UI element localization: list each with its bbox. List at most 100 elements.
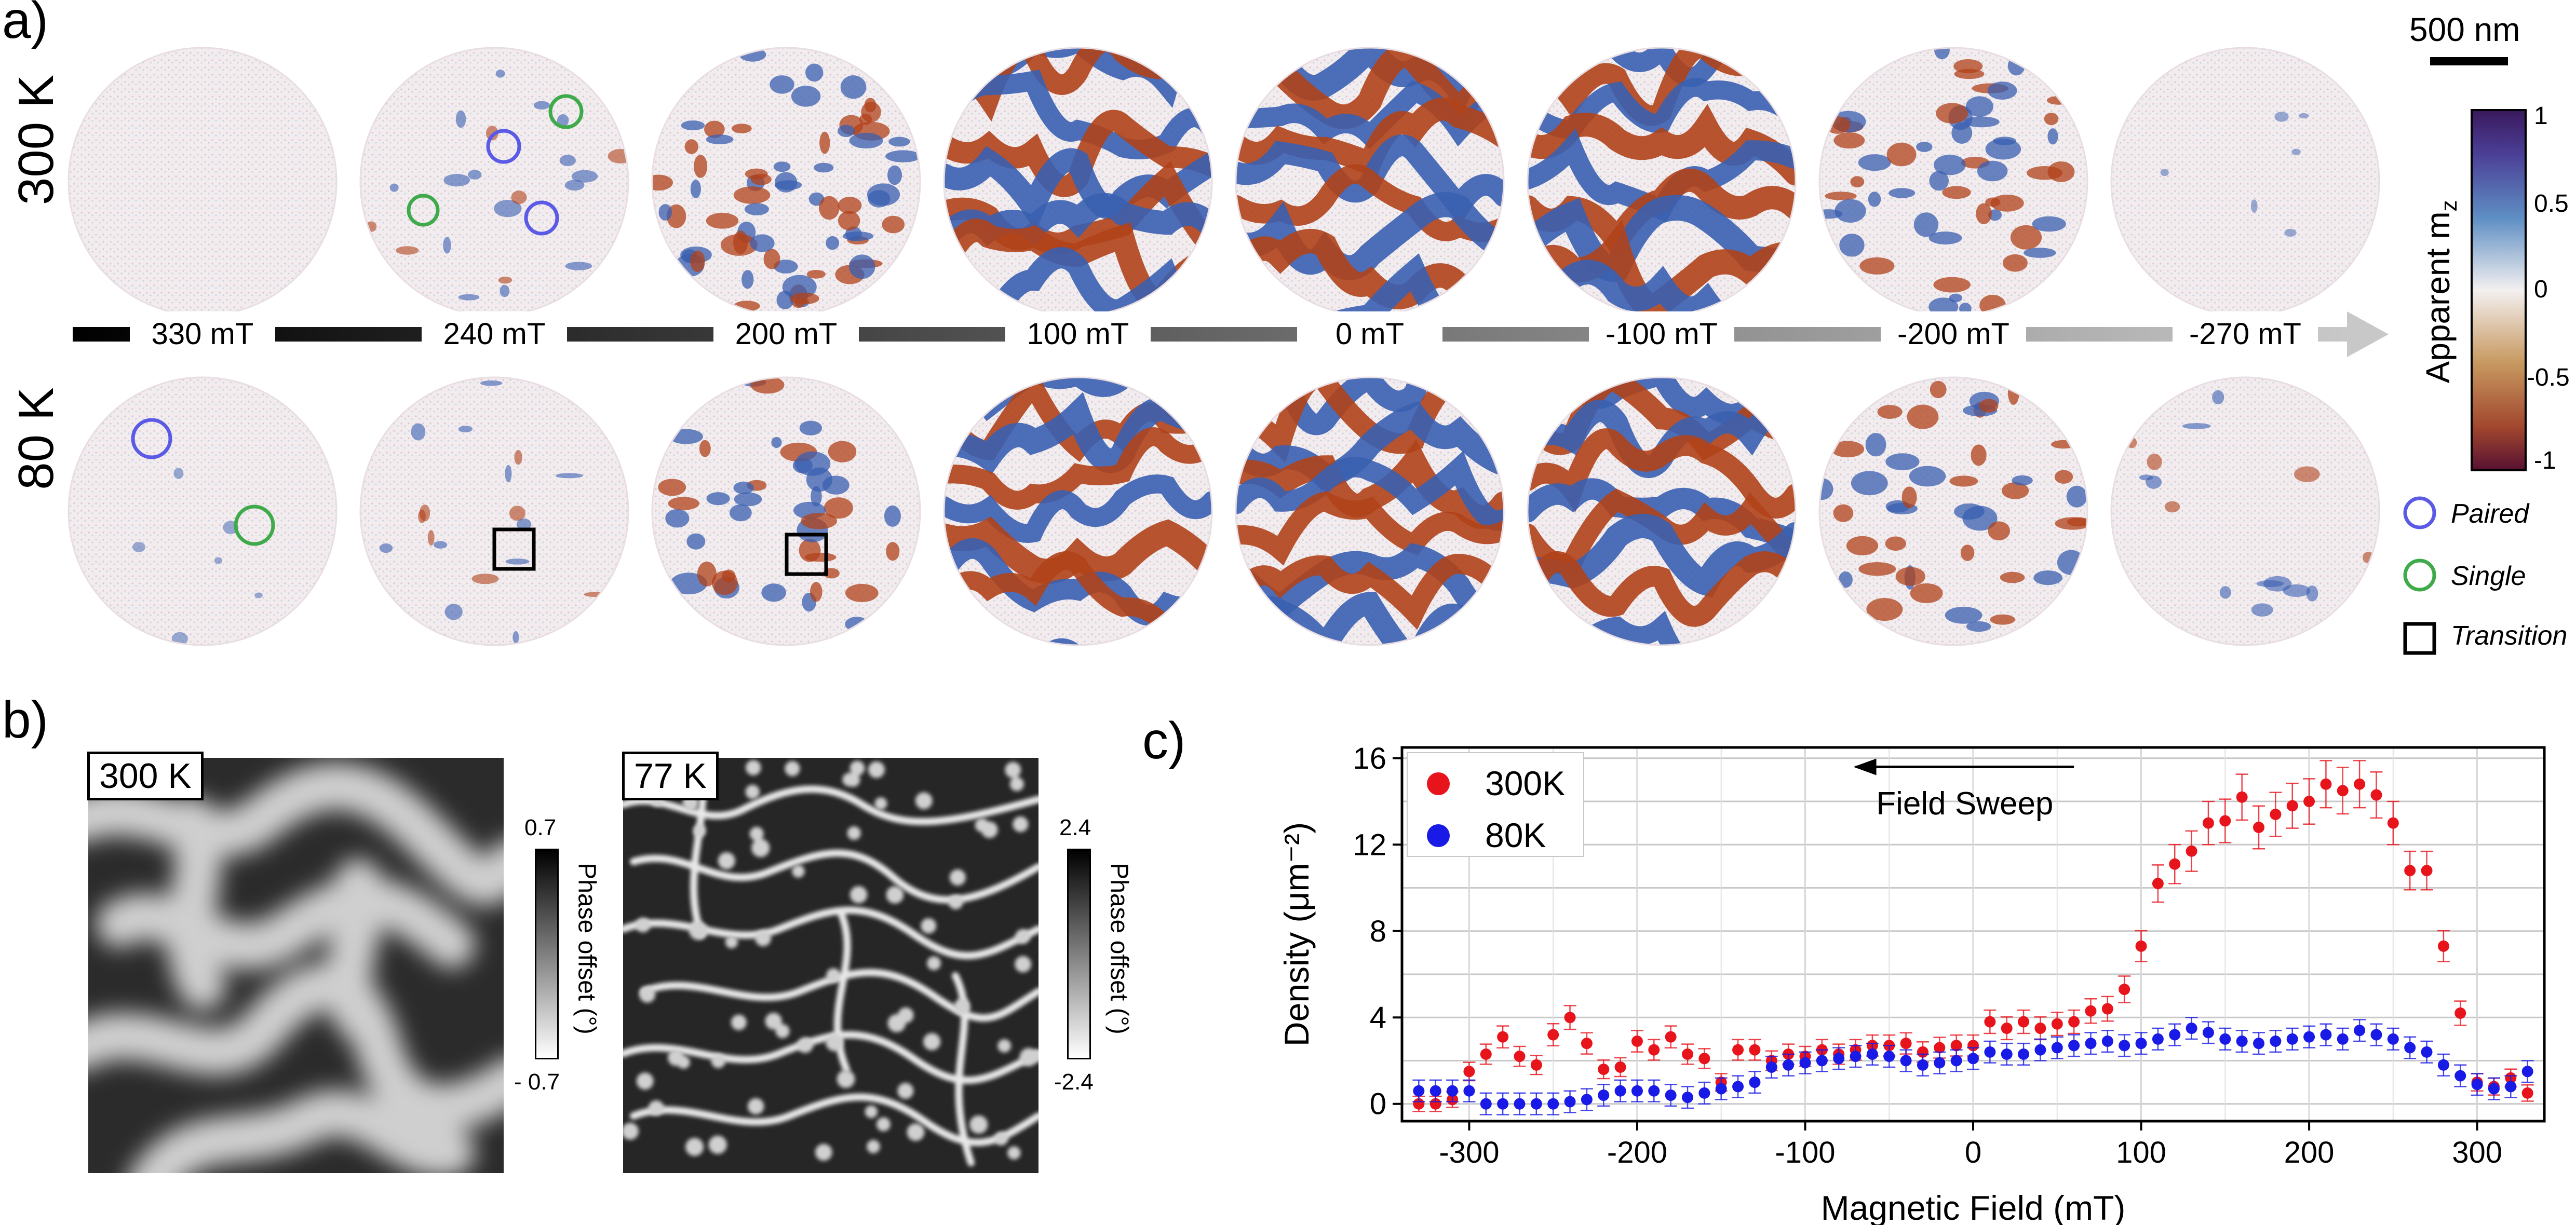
data-point bbox=[1682, 1092, 1693, 1104]
data-point bbox=[2354, 778, 2366, 790]
colorbar-tick-0: 0 bbox=[2534, 276, 2548, 303]
skyrmion-dot bbox=[826, 968, 841, 983]
skyrmion-dot bbox=[954, 998, 970, 1015]
skyrmion-dot bbox=[775, 1024, 790, 1039]
data-point bbox=[2320, 1029, 2332, 1041]
skyrmion-dot bbox=[755, 930, 771, 947]
skyrmion-dot bbox=[815, 1143, 832, 1161]
y-tick-label: 12 bbox=[1353, 828, 1386, 862]
skyrmion-dot bbox=[1013, 816, 1029, 833]
panel-c-letter: c) bbox=[1142, 712, 1186, 770]
data-point bbox=[1581, 1038, 1593, 1050]
data-point bbox=[2387, 817, 2399, 829]
colorbar-77k-bottom: -2.4 bbox=[1054, 1069, 1094, 1095]
data-point bbox=[2488, 1083, 2500, 1095]
data-point bbox=[2034, 1044, 2046, 1056]
data-point bbox=[2236, 791, 2248, 803]
data-point bbox=[2219, 1033, 2231, 1045]
single-skyrmion-marker bbox=[548, 94, 584, 129]
colorbar-300k-bottom: - 0.7 bbox=[514, 1069, 560, 1095]
skyrmion-dot bbox=[849, 886, 868, 904]
domain-image-80k-6 bbox=[1527, 376, 1797, 646]
skyrmion-dot bbox=[725, 935, 738, 949]
data-point bbox=[1917, 1046, 1928, 1058]
legend-transition: Transition bbox=[2451, 621, 2568, 651]
skyrmion-dot bbox=[876, 1117, 891, 1132]
legend-paired: Paired bbox=[2451, 499, 2529, 529]
legend-label-300K: 300K bbox=[1485, 764, 1565, 802]
data-point bbox=[2186, 845, 2197, 857]
domain-image-80k-1 bbox=[68, 376, 338, 646]
data-point bbox=[2404, 865, 2416, 877]
data-point bbox=[2051, 1042, 2063, 1054]
colorbar-77k bbox=[1067, 849, 1091, 1059]
data-point bbox=[2169, 1029, 2181, 1041]
skyrmion-dot bbox=[948, 895, 963, 909]
data-point bbox=[1413, 1085, 1425, 1097]
legend-marker-300K bbox=[1427, 772, 1450, 795]
data-point bbox=[2051, 1018, 2063, 1030]
data-point bbox=[1934, 1057, 1946, 1069]
skyrmion-dot bbox=[747, 1098, 764, 1115]
field-sweep-arrowhead-icon bbox=[1853, 758, 1877, 775]
data-point bbox=[1447, 1085, 1459, 1097]
data-point bbox=[1732, 1044, 1744, 1056]
skyrmion-dot bbox=[785, 761, 800, 777]
single-skyrmion-marker bbox=[234, 505, 275, 546]
data-point bbox=[1698, 1053, 1710, 1065]
data-point bbox=[1547, 1029, 1559, 1041]
domain-image-300k-5 bbox=[1235, 47, 1505, 317]
y-tick-label: 0 bbox=[1370, 1087, 1386, 1121]
series-80K bbox=[1412, 1016, 2534, 1115]
skyrmion-dot bbox=[887, 1014, 906, 1032]
data-point bbox=[2471, 1079, 2483, 1091]
colorbar-tick--1: -1 bbox=[2534, 447, 2556, 474]
data-point bbox=[1598, 1089, 1610, 1101]
data-point bbox=[1917, 1059, 1928, 1071]
data-point bbox=[2521, 1066, 2533, 1078]
x-tick-label: 200 bbox=[2284, 1136, 2335, 1169]
skyrmion-dot bbox=[745, 784, 760, 799]
data-point bbox=[2354, 1025, 2366, 1037]
skyrmion-dot bbox=[693, 824, 706, 838]
skyrmion-dot bbox=[792, 865, 805, 878]
skyrmion-dot bbox=[711, 1054, 725, 1068]
colorbar-tick--0.5: -0.5 bbox=[2527, 364, 2570, 391]
data-point bbox=[2236, 1036, 2248, 1047]
panel-a-letter: a) bbox=[2, 0, 48, 49]
skyrmion-dot bbox=[868, 761, 885, 778]
data-point bbox=[1715, 1083, 1727, 1095]
data-point bbox=[1749, 1077, 1761, 1088]
data-point bbox=[2454, 1007, 2466, 1019]
paired-marker-icon bbox=[2403, 496, 2436, 529]
domain-image-300k-6 bbox=[1527, 47, 1797, 317]
field-sweep-arrowhead bbox=[2347, 311, 2389, 357]
data-point bbox=[2202, 1027, 2214, 1039]
panel-b-letter: b) bbox=[2, 691, 48, 749]
y-tick-label: 4 bbox=[1370, 1001, 1386, 1034]
scale-bar-label: 500 nm bbox=[2409, 11, 2520, 48]
skyrmion-dot bbox=[685, 1138, 704, 1156]
domain-image-300k-8 bbox=[2110, 47, 2380, 317]
skyrmion-dot bbox=[1028, 1050, 1039, 1064]
data-point bbox=[1514, 1051, 1526, 1062]
domain-image-80k-3 bbox=[651, 376, 921, 646]
colorbar-title: Apparent mz bbox=[2419, 105, 2462, 479]
skyrmion-dot bbox=[636, 917, 651, 933]
data-point bbox=[1429, 1085, 1441, 1097]
skyrmion-dot bbox=[731, 1014, 747, 1030]
single-marker-icon bbox=[2403, 558, 2436, 592]
image-label-300k: 300 K bbox=[87, 752, 204, 800]
data-point bbox=[2505, 1081, 2517, 1093]
data-point bbox=[1530, 1059, 1542, 1071]
data-point bbox=[1967, 1053, 1979, 1065]
data-point bbox=[2253, 821, 2264, 833]
transition-marker bbox=[492, 527, 536, 571]
field-label: 100 mT bbox=[1005, 311, 1151, 357]
data-point bbox=[2152, 1033, 2164, 1045]
skyrmion-dot bbox=[981, 821, 998, 838]
x-tick-label: -100 bbox=[1775, 1136, 1835, 1169]
skyrmion-dot bbox=[1005, 761, 1021, 778]
data-point bbox=[2119, 984, 2130, 996]
data-point bbox=[2337, 1033, 2349, 1045]
